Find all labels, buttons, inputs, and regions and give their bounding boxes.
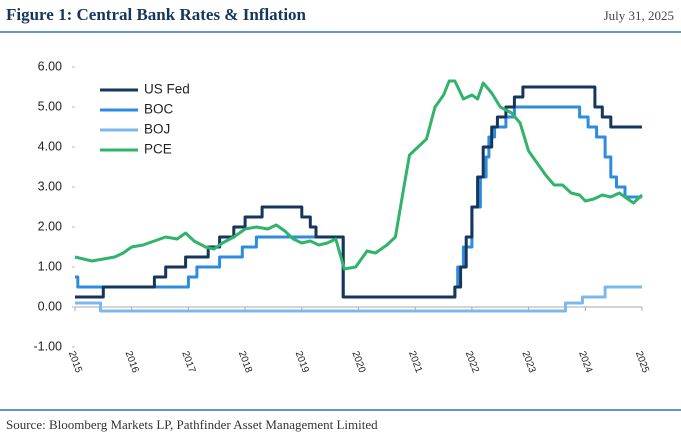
legend-label: PCE — [144, 142, 172, 157]
x-tick-label: 2021 — [406, 350, 424, 375]
x-tick-label: 2017 — [179, 350, 197, 375]
date: July 31, 2025 — [604, 8, 674, 23]
x-tick-label: 2023 — [519, 350, 537, 375]
series-line — [75, 85, 642, 299]
series-line — [75, 285, 642, 313]
y-tick-label: 5.00 — [38, 99, 62, 113]
x-tick-label: 2022 — [463, 350, 481, 375]
y-tick-label: 6.00 — [38, 59, 62, 73]
legend-label: BOJ — [144, 122, 170, 137]
x-tick-label: 2020 — [349, 350, 367, 375]
chart-title: Figure 1: Central Bank Rates & Inflation — [6, 5, 307, 24]
x-tick-label: 2015 — [66, 350, 84, 375]
legend-label: BOC — [144, 102, 174, 117]
x-tick-label: 2018 — [236, 350, 254, 375]
x-tick-label: 2016 — [123, 350, 141, 375]
y-tick-label: 0.00 — [38, 299, 62, 313]
y-tick-label: 3.00 — [38, 179, 62, 193]
x-tick-label: 2025 — [633, 350, 651, 375]
y-tick-label: -1.00 — [34, 339, 63, 353]
y-tick-label: 4.00 — [38, 139, 62, 153]
y-tick-label: 1.00 — [38, 259, 62, 273]
x-tick-label: 2024 — [576, 350, 594, 375]
legend-label: US Fed — [144, 82, 190, 97]
source: Source: Bloomberg Markets LP, Pathfinder… — [6, 417, 378, 432]
series-line — [74, 79, 644, 271]
y-tick-label: 2.00 — [38, 219, 62, 233]
x-tick-label: 2019 — [293, 350, 311, 375]
